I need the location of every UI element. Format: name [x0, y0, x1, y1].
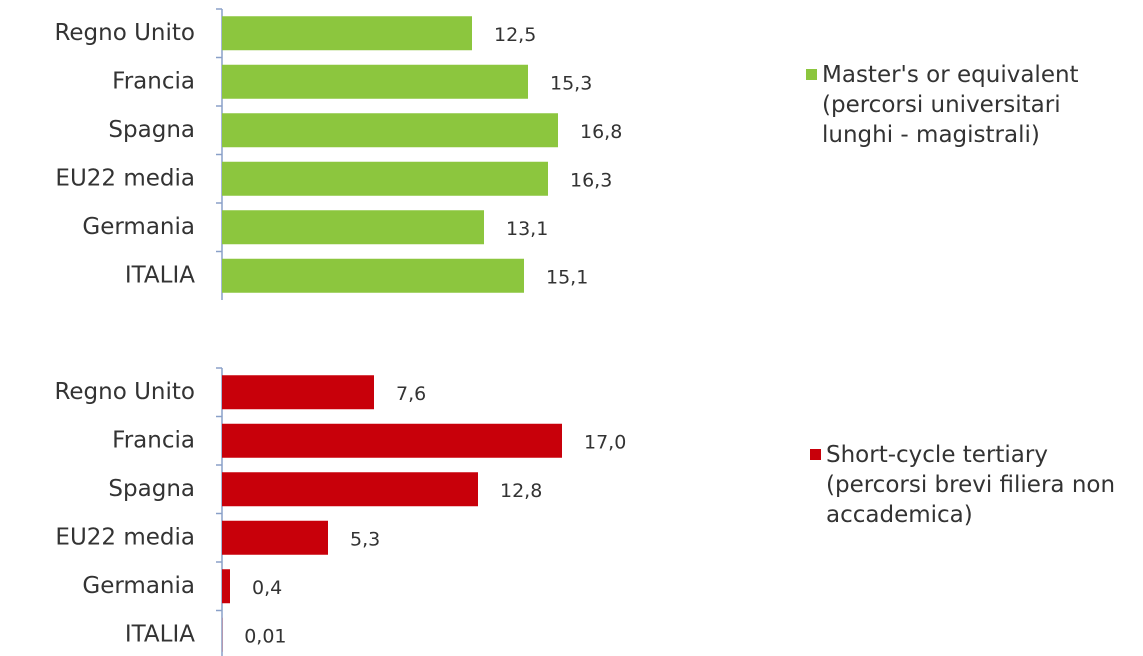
y-tick-label: ITALIA: [125, 621, 195, 647]
data-label: 15,1: [546, 266, 588, 288]
data-label: 0,01: [244, 625, 286, 647]
data-label: 7,6: [396, 383, 426, 405]
legend: Master's or equivalent (percorsi univers…: [806, 60, 1132, 150]
legend-swatch: [806, 69, 817, 80]
legend-label: Short-cycle tertiary (percorsi brevi fil…: [826, 442, 1116, 528]
data-label: 12,8: [500, 480, 542, 502]
data-label: 13,1: [506, 218, 548, 240]
y-tick-label: Germania: [82, 573, 195, 599]
bar: [222, 64, 528, 99]
y-tick-label: Spagna: [108, 476, 195, 502]
bar: [222, 472, 478, 507]
bar: [222, 258, 524, 293]
data-label: 16,8: [580, 121, 622, 143]
bar: [222, 16, 472, 51]
bar: [222, 423, 562, 458]
legend: Short-cycle tertiary (percorsi brevi fil…: [810, 440, 1136, 530]
bar: [222, 520, 328, 555]
data-label: 5,3: [350, 528, 380, 550]
bar: [222, 375, 374, 410]
data-label: 0,4: [252, 577, 282, 599]
y-tick-label: Regno Unito: [54, 20, 195, 46]
y-tick-label: EU22 media: [55, 165, 195, 191]
y-tick-label: Francia: [112, 427, 195, 453]
data-label: 16,3: [570, 169, 612, 191]
y-tick-label: Regno Unito: [54, 379, 195, 405]
data-label: 15,3: [550, 72, 592, 94]
bar: [222, 113, 558, 148]
y-tick-label: EU22 media: [55, 524, 195, 550]
bar: [222, 210, 484, 245]
y-tick-label: ITALIA: [125, 262, 195, 288]
y-tick-label: Francia: [112, 68, 195, 94]
data-label: 17,0: [584, 431, 626, 453]
y-tick-label: Spagna: [108, 117, 195, 143]
bar: [222, 569, 230, 604]
bar: [222, 161, 548, 196]
data-label: 12,5: [494, 24, 536, 46]
legend-swatch: [810, 449, 821, 460]
y-tick-label: Germania: [82, 214, 195, 240]
legend-label: Master's or equivalent (percorsi univers…: [822, 62, 1079, 148]
